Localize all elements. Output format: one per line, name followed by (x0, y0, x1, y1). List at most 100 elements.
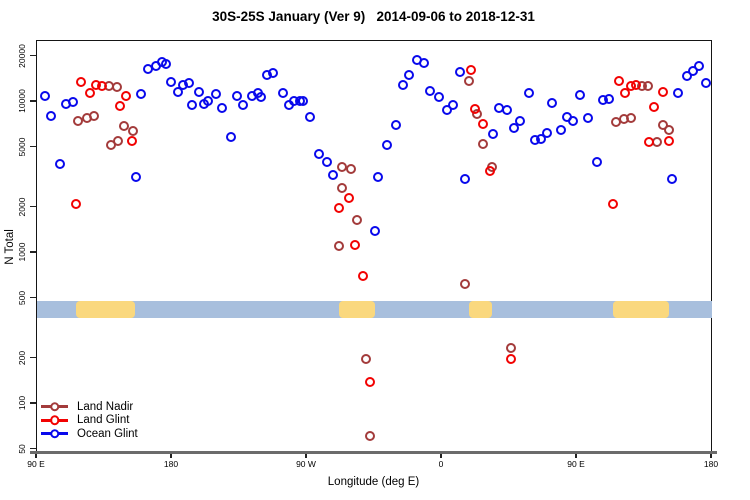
point-land-glint (485, 165, 495, 176)
point-ocean-glint (425, 85, 435, 96)
y-tick (30, 205, 36, 208)
point-ocean-glint (267, 67, 278, 78)
point-ocean-glint (459, 173, 470, 184)
point-ocean-glint (39, 90, 50, 101)
point-ocean-glint (278, 87, 288, 98)
point-ocean-glint (419, 58, 429, 69)
point-land-nadir (89, 110, 99, 121)
point-land-glint (630, 80, 641, 91)
legend-label: Ocean Glint (77, 427, 138, 440)
point-ocean-glint (372, 171, 383, 182)
y-tick (30, 447, 36, 450)
point-land-nadir (459, 279, 470, 290)
point-ocean-glint (666, 173, 677, 184)
point-land-nadir (333, 240, 344, 251)
point-land-glint (663, 136, 674, 147)
point-ocean-glint (255, 91, 266, 102)
x-tick-label: 0 (438, 459, 444, 469)
legend-line (41, 415, 68, 426)
point-ocean-glint (672, 88, 683, 99)
point-land-nadir (119, 121, 129, 132)
point-land-glint (465, 65, 476, 76)
x-tick (710, 453, 712, 458)
point-ocean-glint (131, 171, 141, 182)
point-ocean-glint (369, 225, 380, 236)
point-ocean-glint (381, 139, 392, 150)
legend-item: Land Glint (41, 414, 138, 428)
point-ocean-glint (203, 96, 213, 107)
point-land-nadir (464, 76, 474, 87)
point-land-glint (477, 118, 488, 129)
legend-label: Land Nadir (77, 400, 134, 413)
point-ocean-glint (68, 97, 78, 108)
point-ocean-glint (455, 67, 465, 78)
x-tick-label: 180 (703, 459, 719, 469)
point-land-nadir (626, 112, 636, 123)
point-ocean-glint (524, 87, 534, 98)
point-land-glint (350, 240, 360, 251)
x-tick (440, 453, 442, 458)
point-land-nadir (336, 182, 347, 193)
point-ocean-glint (515, 115, 525, 126)
point-land-nadir (336, 162, 347, 173)
y-tick-label: 100 (17, 395, 27, 411)
point-ocean-glint (546, 97, 557, 108)
point-ocean-glint (542, 128, 552, 139)
point-ocean-glint (135, 89, 146, 100)
point-land-glint (614, 76, 624, 87)
point-ocean-glint (186, 100, 197, 111)
x-axis-label: Longitude (deg E) (327, 476, 420, 488)
y-tick (30, 54, 36, 57)
point-ocean-glint (231, 90, 242, 101)
point-ocean-glint (225, 131, 236, 142)
y-tick-label: 50 (17, 443, 27, 454)
x-tick (575, 453, 577, 458)
land-segment (338, 301, 375, 318)
point-land-nadir (642, 81, 653, 92)
y-tick (30, 145, 36, 148)
point-land-nadir (351, 215, 362, 226)
point-land-glint (506, 353, 516, 364)
point-ocean-glint (603, 93, 614, 104)
land-segment (76, 301, 135, 318)
point-ocean-glint (687, 65, 698, 76)
y-tick-label: 500 (17, 290, 27, 305)
point-land-glint (365, 376, 375, 387)
legend-line (41, 429, 68, 439)
point-ocean-glint (536, 133, 546, 144)
point-ocean-glint (501, 104, 512, 115)
point-land-glint (75, 77, 86, 88)
point-land-glint (648, 101, 659, 112)
point-land-nadir (111, 82, 122, 93)
y-tick-label: 20000 (17, 43, 27, 68)
point-ocean-glint (509, 123, 519, 134)
point-ocean-glint (165, 76, 176, 87)
y-tick (30, 296, 36, 299)
point-ocean-glint (327, 169, 338, 180)
point-ocean-glint (701, 77, 711, 88)
point-ocean-glint (216, 102, 227, 113)
y-tick (30, 356, 36, 359)
legend-item: Land Nadir (41, 400, 138, 414)
point-ocean-glint (210, 89, 221, 100)
y-tick-label: 10000 (17, 89, 27, 113)
point-ocean-glint (693, 61, 704, 72)
point-land-nadir (506, 343, 516, 353)
point-ocean-glint (161, 59, 171, 70)
point-ocean-glint (54, 158, 65, 169)
chart-title: 30S-25S January (Ver 9) 2014-09-06 to 20… (212, 9, 535, 24)
point-land-nadir (663, 125, 674, 136)
point-ocean-glint (681, 71, 692, 82)
land-segment (469, 301, 492, 318)
point-ocean-glint (183, 78, 194, 89)
legend: Land Nadir Land Glint Ocean Glint (41, 400, 138, 441)
y-tick (30, 402, 36, 404)
land-segment (613, 301, 669, 318)
legend-label: Land Glint (77, 414, 130, 427)
legend-marker (49, 429, 60, 439)
point-ocean-glint (567, 115, 578, 126)
x-tick-label: 180 (163, 459, 179, 469)
point-ocean-glint (45, 110, 56, 121)
point-ocean-glint (591, 157, 602, 168)
